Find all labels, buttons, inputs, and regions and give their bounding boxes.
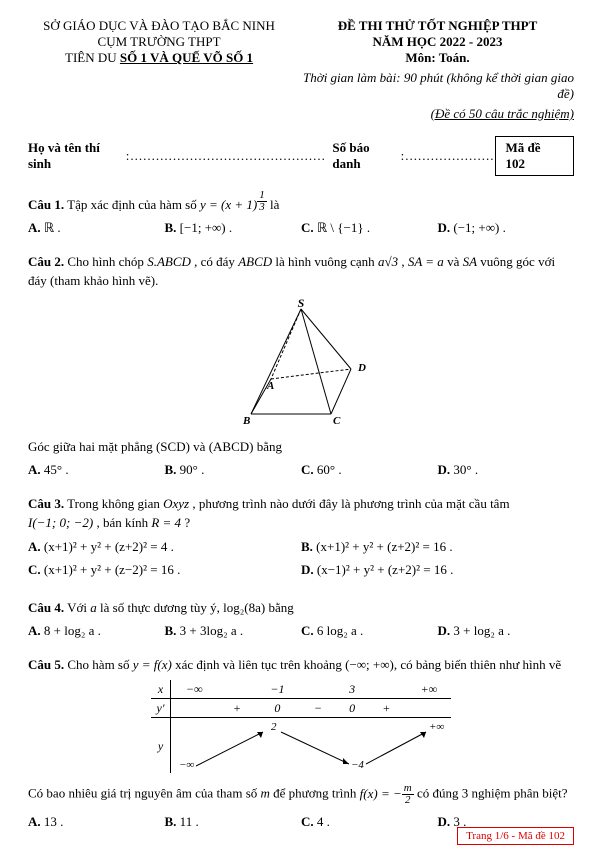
q1-label: Câu 1. <box>28 197 64 212</box>
q2-C: 60° . <box>317 462 342 477</box>
q2-sa: SA = a <box>408 254 444 269</box>
sbd-dots: :..................... <box>401 148 495 164</box>
name-label: Họ và tên thí sinh <box>28 140 126 172</box>
schools-line: TIÊN DU SỐ 1 VÀ QUẾ VÕ SỐ 1 <box>28 50 290 66</box>
q2-t2: , có đáy <box>194 254 238 269</box>
q5-eq: f(x) = −m2 <box>360 786 414 801</box>
q2-a3: a√3 <box>378 254 398 269</box>
q1-expr: y = (x + 1)13 <box>200 197 267 212</box>
q3-D: (x−1)² + y² + (z+2)² = 16 . <box>317 562 453 577</box>
q3-t2: , phương trình nào dưới đây là phương tr… <box>192 496 509 511</box>
name-dots: :.......................................… <box>126 148 326 164</box>
vt-yp: y′ <box>151 699 171 718</box>
variation-arrows: 2 +∞ −∞ −4 <box>171 718 451 773</box>
svg-text:A: A <box>266 380 274 392</box>
q2-A: 45° . <box>44 462 69 477</box>
q3-I: I(−1; 0; −2) <box>28 515 93 530</box>
q3-label: Câu 3. <box>28 496 64 511</box>
q5-A: 13 . <box>44 814 64 829</box>
q5-B: 11 . <box>180 814 199 829</box>
question-4: Câu 4. Với a là số thực dương tùy ý, log… <box>28 598 574 641</box>
time-note: Thời gian làm bài: 90 phút (không kể thờ… <box>301 70 574 102</box>
document-header: SỞ GIÁO DỤC VÀ ĐÀO TẠO BẮC NINH CỤM TRƯỜ… <box>28 18 574 122</box>
dept-line: SỞ GIÁO DỤC VÀ ĐÀO TẠO BẮC NINH <box>28 18 290 34</box>
svg-text:D: D <box>357 362 366 374</box>
q5-subtext: Có bao nhiêu giá trị nguyên âm của tham … <box>28 783 574 806</box>
header-left: SỞ GIÁO DỤC VÀ ĐÀO TẠO BẮC NINH CỤM TRƯỜ… <box>28 18 290 122</box>
page-footer: Trang 1/6 - Mã đề 102 <box>457 827 574 845</box>
question-5: Câu 5. Cho hàm số y = f(x) xác định và l… <box>28 655 574 832</box>
q2-sa2: SA <box>463 254 477 269</box>
exam-title: ĐỀ THI THỬ TỐT NGHIỆP THPT <box>301 18 574 34</box>
q2-D: 30° . <box>453 462 478 477</box>
q2-label: Câu 2. <box>28 254 64 269</box>
q4-a: a <box>90 600 97 615</box>
q4-t2: là số thực dương tùy ý, log₂(8a) bằng <box>100 600 294 615</box>
svg-text:2: 2 <box>271 721 277 733</box>
q1-D: (−1; +∞) . <box>453 220 505 235</box>
q4-label: Câu 4. <box>28 600 64 615</box>
svg-text:+∞: +∞ <box>429 721 444 733</box>
year-line: NĂM HỌC 2022 - 2023 <box>301 34 574 50</box>
q5-t2: xác định và liên tục trên khoảng (−∞; +∞… <box>175 657 561 672</box>
q3-t3: , bán kính <box>96 515 151 530</box>
q1-tail: là <box>270 197 279 212</box>
q4-A: 8 + log₂ a . <box>44 623 101 638</box>
q3-R: R = 4 <box>151 515 181 530</box>
q1-choices: A. ℝ . B. [−1; +∞) . C. ℝ \ {−1} . D. (−… <box>28 218 574 238</box>
q2-abcd: ABCD <box>238 254 272 269</box>
exam-code-box: Mã đề 102 <box>495 136 574 176</box>
q2-sub: Góc giữa hai mặt phẳng (SCD) và (ABCD) b… <box>28 437 574 457</box>
q4-t1: Với <box>67 600 90 615</box>
q4-choices: A. 8 + log₂ a . B. 3 + 3log₂ a . C. 6 lo… <box>28 621 574 641</box>
question-2: Câu 2. Cho hình chóp S.ABCD , có đáy ABC… <box>28 252 574 480</box>
q3-choices: A. (x+1)² + y² + (z+2)² = 4 . B. (x+1)² … <box>28 537 574 584</box>
q5-C: 4 . <box>317 814 330 829</box>
sbd-label: Số báo danh <box>332 140 400 172</box>
q3-t1: Trong không gian <box>67 496 163 511</box>
q3-A: (x+1)² + y² + (z+2)² = 4 . <box>44 539 174 554</box>
pyramid-figure: S A D B C <box>28 299 574 429</box>
q1-A: ℝ . <box>44 220 61 235</box>
q2-B: 90° . <box>180 462 205 477</box>
svg-text:−4: −4 <box>351 759 364 771</box>
svg-text:−∞: −∞ <box>179 759 194 771</box>
q2-t1: Cho hình chóp <box>67 254 147 269</box>
svg-text:B: B <box>242 415 250 427</box>
q4-B: 3 + 3log₂ a . <box>180 623 244 638</box>
candidate-row: Họ và tên thí sinh :....................… <box>28 136 574 176</box>
count-note: (Đề có 50 câu trắc nghiệm) <box>301 106 574 122</box>
vt-y: y <box>151 718 171 774</box>
q3-B: (x+1)² + y² + (z+2)² = 16 . <box>316 539 452 554</box>
q2-t5: và <box>447 254 463 269</box>
q1-B: [−1; +∞) . <box>180 220 232 235</box>
q1-text: Tập xác định của hàm số <box>67 197 200 212</box>
cluster-line: CỤM TRƯỜNG THPT <box>28 34 290 50</box>
q3-C: (x+1)² + y² + (z−2)² = 16 . <box>44 562 180 577</box>
q2-s: S.ABCD <box>147 254 191 269</box>
header-right: ĐỀ THI THỬ TỐT NGHIỆP THPT NĂM HỌC 2022 … <box>301 18 574 122</box>
q2-t3: là hình vuông cạnh <box>275 254 378 269</box>
q3-t4: ? <box>184 515 190 530</box>
vt-x: x <box>151 680 171 699</box>
subject-line: Môn: Toán. <box>301 50 574 66</box>
svg-text:S: S <box>298 299 305 310</box>
pyramid-svg: S A D B C <box>201 299 401 429</box>
q5-label: Câu 5. <box>28 657 64 672</box>
q5-t1: Cho hàm số <box>67 657 132 672</box>
svg-text:C: C <box>333 415 341 427</box>
q4-D: 3 + log₂ a . <box>453 623 510 638</box>
q3-oxyz: Oxyz <box>163 496 189 511</box>
question-3: Câu 3. Trong không gian Oxyz , phương tr… <box>28 494 574 584</box>
q1-C: ℝ \ {−1} . <box>317 220 370 235</box>
variation-table: x −∞ −1 3 +∞ y′ + 0 − 0 + y 2 +∞ <box>151 680 452 773</box>
q4-C: 6 log₂ a . <box>317 623 363 638</box>
q5-fx: y = f(x) <box>133 657 172 672</box>
q2-choices: A. 45° . B. 90° . C. 60° . D. 30° . <box>28 460 574 480</box>
question-1: Câu 1. Tập xác định của hàm số y = (x + … <box>28 190 574 238</box>
